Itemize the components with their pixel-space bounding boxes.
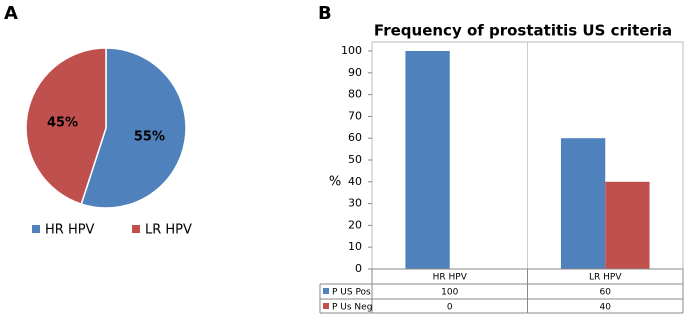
legend-label: P Us Neg [332,303,372,313]
bar [605,181,650,269]
chart-title: Frequency of prostatitis US criteria [374,22,672,40]
bar [405,51,450,269]
y-tick-label: 70 [348,109,362,122]
y-tick-label: 80 [348,88,362,101]
x-tick-label: LR HPV [589,273,622,283]
table-cell: 100 [441,288,458,298]
legend-swatch [323,288,329,294]
legend-swatch [32,225,40,233]
table-cell: 60 [600,288,612,298]
y-tick-label: 40 [348,175,362,188]
y-axis-label: % [329,175,341,190]
x-tick-label: HR HPV [433,273,468,283]
pie-slice [80,47,187,209]
y-tick-label: 10 [348,240,362,253]
y-tick-label: 100 [341,44,362,57]
pie-slice [25,47,107,206]
legend-label: HR HPV [45,223,95,238]
panel-label: B [318,3,332,24]
y-tick-label: 20 [348,218,362,231]
panel-label: A [4,3,18,24]
legend-label: LR HPV [145,223,192,238]
y-tick-label: 50 [348,153,362,166]
y-tick-label: 90 [348,66,362,79]
legend-swatch [132,225,140,233]
data-label: 55% [134,129,165,144]
table-cell: 0 [447,303,453,313]
y-tick-label: 30 [348,197,362,210]
table-cell: 40 [600,303,612,313]
y-tick-label: 60 [348,131,362,144]
legend-label: P US Pos [332,288,371,298]
bar [560,138,606,269]
legend-swatch [323,303,329,309]
data-label: 45% [47,116,78,131]
y-tick-label: 0 [355,262,362,275]
